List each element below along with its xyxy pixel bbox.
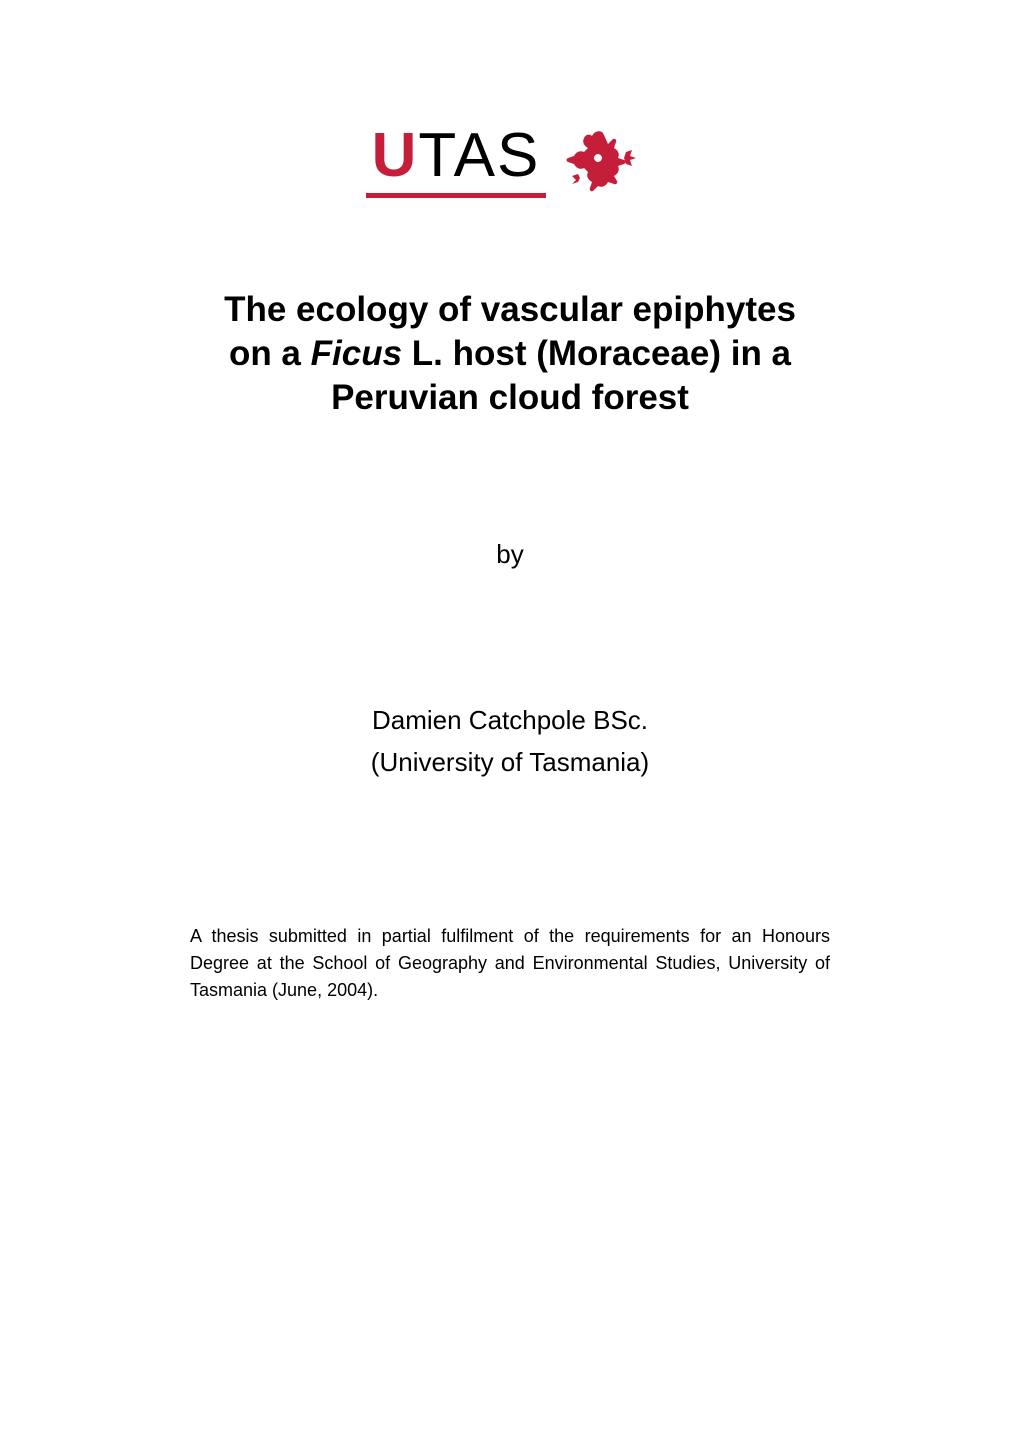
logo-wordmark: UTAS: [372, 120, 541, 191]
thesis-title-page: UTAS The ecology of vascular epiphytes o…: [0, 0, 1020, 1004]
title-line-3: Peruvian cloud forest: [331, 378, 689, 417]
by-line: by: [130, 539, 890, 570]
author-affiliation: (University of Tasmania): [130, 742, 890, 784]
logo-word-block: UTAS: [366, 120, 546, 198]
author-block: Damien Catchpole BSc. (University of Tas…: [130, 700, 890, 783]
logo-letters-tas: TAS: [418, 121, 540, 190]
thesis-title: The ecology of vascular epiphytes on a F…: [130, 288, 890, 419]
title-line-2-pre: on a: [229, 334, 311, 373]
logo-underline: [366, 193, 546, 198]
logo-letter-u: U: [372, 121, 419, 190]
title-line-1: The ecology of vascular epiphytes: [224, 290, 796, 329]
logo-text-row: UTAS: [366, 120, 654, 198]
author-name: Damien Catchpole BSc.: [130, 700, 890, 742]
thesis-submission-statement: A thesis submitted in partial fulfilment…: [130, 923, 890, 1004]
university-logo: UTAS: [366, 120, 654, 198]
title-line-2-italic: Ficus: [311, 334, 402, 373]
lion-rampant-icon: [554, 124, 654, 194]
title-line-2-post: L. host (Moraceae) in a: [402, 334, 791, 373]
statement-text: A thesis submitted in partial fulfilment…: [190, 926, 830, 1000]
